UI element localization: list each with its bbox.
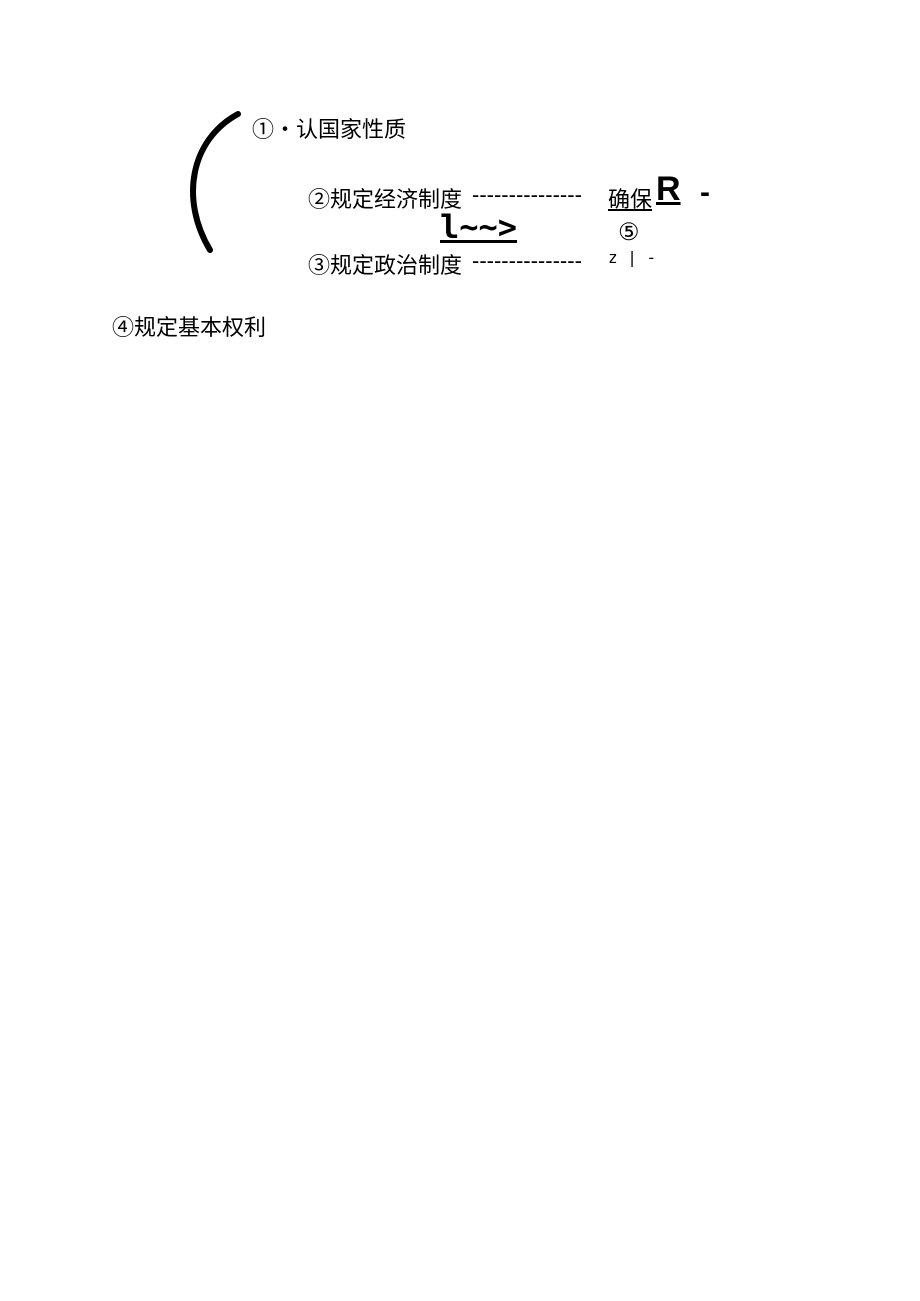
item-3-political-system: ③规定政治制度 [308, 248, 462, 280]
arrow-symbol: l~~> [440, 208, 517, 246]
item-2-r-symbol: R [656, 170, 681, 209]
item-2-trailing-dash: - [700, 176, 710, 210]
diagram-canvas: ①・认国家性质 ②规定经济制度 --------------- 确保 R - l… [0, 0, 920, 1301]
circle-5-marker: ⑤ [618, 218, 640, 247]
item-3-dashes: --------------- [472, 248, 582, 274]
item-3-tail-symbols: z | - [608, 248, 656, 267]
item-2-dashes: --------------- [472, 182, 582, 208]
brace-path [193, 114, 238, 250]
item-4-basic-rights: ④规定基本权利 [112, 310, 266, 342]
item-2-ensure: 确保 [608, 182, 652, 214]
item-2-economic-system: ②规定经济制度 [308, 182, 462, 214]
item-1-national-nature: ①・认国家性质 [252, 112, 406, 144]
